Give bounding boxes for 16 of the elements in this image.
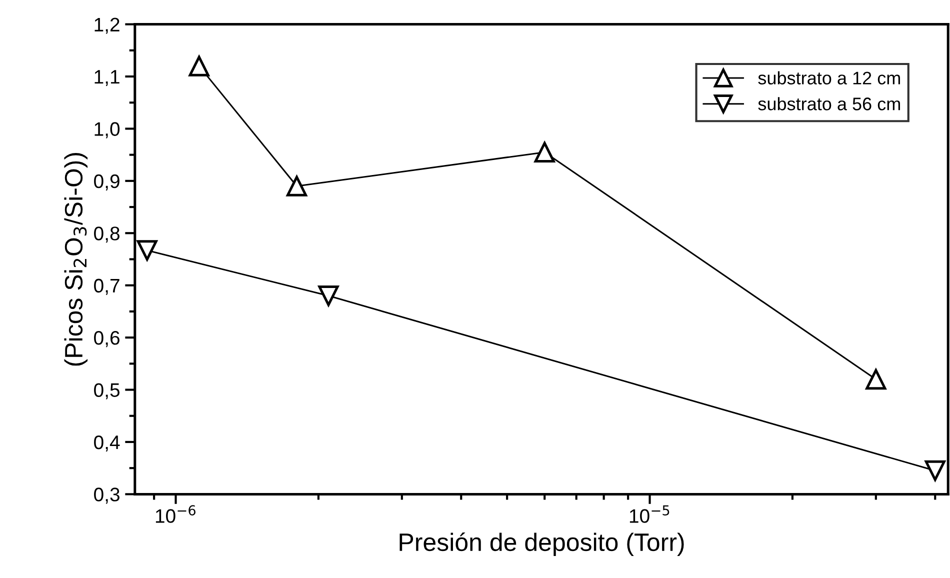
x-tick-label: 10$^{−6}$ (156, 505, 196, 523)
y-tick-label: 1,1 (94, 70, 120, 86)
y-tick-label: 0,7 (94, 278, 120, 295)
legend-label: substrato a 12 cm (758, 71, 900, 84)
y-tick-label: 0,3 (94, 488, 120, 504)
x-tick-label: 10$^{−5}$ (630, 505, 670, 523)
legend-label: substrato a 56 cm (758, 97, 900, 110)
y-axis-title: (Picos Si$_{2}$O$_{3}$/Si-O)) (64, 152, 88, 366)
y-tick-label: 0,4 (94, 435, 120, 452)
x-axis-title: Presión de deposito (Torr) (400, 532, 684, 556)
y-tick-label: 0,5 (94, 383, 120, 400)
y-tick-label: 1,2 (94, 18, 120, 34)
y-tick-label: 0,6 (94, 331, 120, 348)
y-tick-label: 0,9 (94, 174, 120, 190)
y-tick-label: 0,8 (94, 226, 120, 243)
y-tick-label: 1,0 (94, 122, 120, 138)
